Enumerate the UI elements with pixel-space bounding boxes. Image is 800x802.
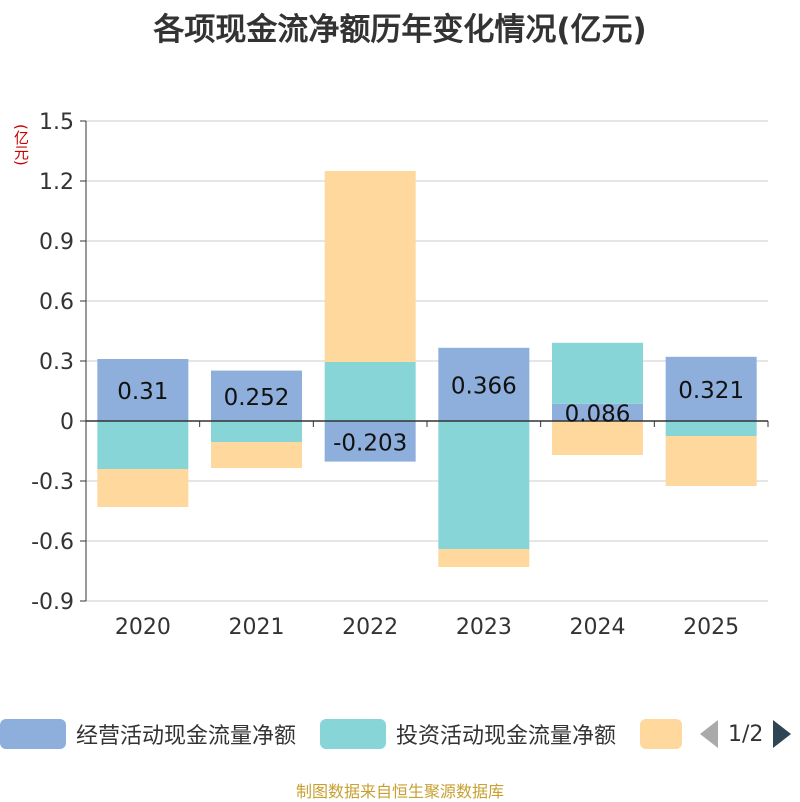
legend-swatch-operating <box>0 719 66 749</box>
y-tick-label: 0.3 <box>39 350 74 375</box>
data-labels: 0.31 0.252 -0.203 0.366 0.086 0.321 <box>117 373 744 456</box>
bars <box>97 171 757 567</box>
data-label: -0.203 <box>333 430 407 456</box>
x-tick-label: 2022 <box>342 615 398 640</box>
bar-investing-2020[interactable] <box>97 421 189 469</box>
y-tick-label: 0.9 <box>39 230 74 255</box>
legend-item-third[interactable] <box>640 712 682 756</box>
data-label: 0.31 <box>117 379 168 405</box>
bar-operating-2024[interactable] <box>552 403 643 421</box>
bar-operating-2020[interactable] <box>97 359 189 421</box>
y-tick-label: 1.5 <box>39 110 74 135</box>
data-label: 0.252 <box>224 385 290 411</box>
x-tick-label: 2020 <box>115 615 171 640</box>
y-tick-label: -0.9 <box>31 590 74 615</box>
legend: 经营活动现金流量净额 投资活动现金流量净额 <box>0 712 800 756</box>
y-axis-unit-label: (亿元) <box>12 124 30 166</box>
data-source-footer: 制图数据来自恒生聚源数据库 <box>295 782 504 801</box>
legend-label-operating: 经营活动现金流量净额 <box>76 724 297 749</box>
legend-item-operating[interactable]: 经营活动现金流量净额 <box>0 712 296 756</box>
axes: 1.5 1.2 0.9 0.6 0.3 0 -0.3 -0.6 -0.9 2020 2021 2022… <box>31 110 769 640</box>
legend-page-indicator: 1/2 <box>728 721 764 747</box>
x-tick-label: 2023 <box>456 615 512 640</box>
bar-operating-2022[interactable] <box>324 421 416 462</box>
legend-swatch-investing <box>320 719 386 749</box>
x-tick-label: 2024 <box>570 615 626 640</box>
legend-next-page-icon[interactable] <box>773 720 792 748</box>
bar-third-2025[interactable] <box>665 436 757 486</box>
legend-pager: 1/2 <box>700 712 792 756</box>
bar-third-2021[interactable] <box>211 442 302 468</box>
legend-swatch-third <box>640 719 682 749</box>
bar-operating-2023[interactable] <box>438 347 530 421</box>
y-tick-label: 0.6 <box>39 290 74 315</box>
legend-item-investing[interactable]: 投资活动现金流量净额 <box>320 712 616 756</box>
bar-operating-2025[interactable] <box>665 356 757 421</box>
bar-investing-2021[interactable] <box>211 421 302 442</box>
bar-third-2020[interactable] <box>97 469 189 507</box>
y-tick-label: 1.2 <box>39 170 74 195</box>
y-tick-label: -0.6 <box>31 530 74 555</box>
bar-investing-2022[interactable] <box>324 362 416 421</box>
y-tick-label: -0.3 <box>31 470 74 495</box>
bar-investing-2023[interactable] <box>438 421 530 549</box>
x-tick-label: 2021 <box>229 615 285 640</box>
data-label: 0.321 <box>678 378 744 404</box>
bar-third-2022[interactable] <box>324 171 416 362</box>
bar-investing-2024[interactable] <box>552 342 643 404</box>
legend-label-investing: 投资活动现金流量净额 <box>396 724 617 749</box>
bar-third-2024[interactable] <box>552 421 643 455</box>
bar-third-2023[interactable] <box>438 549 530 567</box>
data-label: 0.086 <box>565 401 631 427</box>
x-tick-label: 2025 <box>683 615 739 640</box>
legend-prev-page-icon[interactable] <box>700 720 718 748</box>
data-label: 0.366 <box>451 373 517 399</box>
bar-investing-2025[interactable] <box>665 421 757 436</box>
y-tick-label: 0 <box>60 410 74 435</box>
chart-title: 各项现金流净额历年变化情况(亿元) <box>153 12 647 48</box>
bar-operating-2021[interactable] <box>211 370 302 421</box>
